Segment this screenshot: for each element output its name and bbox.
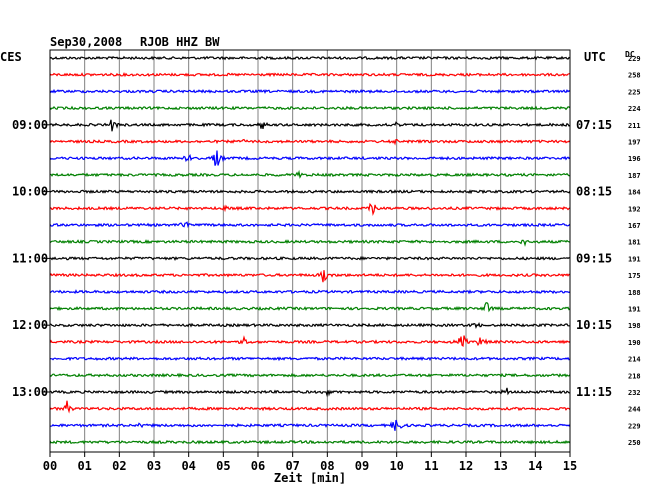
right-hour-label: 11:15 — [576, 385, 612, 399]
x-tick-label-1: 01 — [77, 459, 91, 473]
dc-value-5: 197 — [628, 139, 641, 147]
trace-19 — [49, 372, 571, 379]
dc-header-label: DC — [625, 50, 635, 59]
trace-20 — [49, 387, 571, 398]
x-tick-label-5: 05 — [216, 459, 230, 473]
x-tick-label-14: 14 — [528, 459, 542, 473]
left-hour-label: 12:00 — [12, 318, 48, 332]
dc-value-15: 191 — [628, 306, 641, 314]
x-tick-label-8: 08 — [320, 459, 334, 473]
dc-value-11: 181 — [628, 239, 641, 247]
dc-value-2: 225 — [628, 88, 641, 96]
left-hour-label: 09:00 — [12, 118, 48, 132]
dc-value-12: 191 — [628, 255, 641, 263]
x-tick-label-11: 11 — [424, 459, 438, 473]
left-hour-label: 13:00 — [12, 385, 48, 399]
dc-value-7: 187 — [628, 172, 641, 180]
right-hour-label: 10:15 — [576, 318, 612, 332]
trace-0 — [49, 55, 571, 61]
dc-value-0: 229 — [628, 55, 641, 63]
trace-22 — [49, 419, 571, 431]
dc-value-6: 196 — [628, 155, 641, 163]
trace-14 — [49, 289, 571, 295]
x-tick-label-7: 07 — [285, 459, 299, 473]
dc-value-14: 188 — [628, 289, 641, 297]
left-timezone-label: CES — [0, 50, 22, 64]
dc-value-23: 250 — [628, 439, 641, 447]
dc-value-10: 167 — [628, 222, 641, 230]
trace-5 — [49, 138, 571, 146]
chart-station: RJOB HHZ BW — [140, 35, 220, 49]
trace-7 — [49, 169, 571, 179]
dc-value-9: 192 — [628, 205, 641, 213]
left-hour-label: 10:00 — [12, 185, 48, 199]
right-timezone-label: UTC — [584, 50, 606, 64]
dc-value-19: 218 — [628, 372, 641, 380]
trace-10 — [49, 221, 571, 229]
trace-13 — [49, 270, 571, 283]
trace-2 — [49, 88, 571, 94]
x-tick-label-12: 12 — [459, 459, 473, 473]
trace-12 — [49, 255, 571, 261]
dc-value-16: 198 — [628, 322, 641, 330]
grid-layer — [84, 50, 536, 452]
dc-value-17: 190 — [628, 339, 641, 347]
x-tick-label-2: 02 — [112, 459, 126, 473]
dc-value-3: 224 — [628, 105, 641, 113]
x-tick-label-3: 03 — [147, 459, 161, 473]
dc-value-13: 175 — [628, 272, 641, 280]
trace-11 — [49, 239, 571, 247]
x-tick-label-0: 00 — [43, 459, 57, 473]
trace-9 — [49, 202, 571, 217]
x-tick-label-15: 15 — [563, 459, 577, 473]
right-hour-label: 09:15 — [576, 251, 612, 265]
trace-1 — [49, 72, 571, 78]
trace-16 — [49, 322, 571, 329]
x-tick-label-4: 04 — [181, 459, 195, 473]
trace-8 — [49, 188, 571, 195]
trace-layer — [49, 55, 571, 445]
x-tick-label-6: 06 — [251, 459, 265, 473]
right-hour-label: 07:15 — [576, 118, 612, 132]
dc-value-4: 211 — [628, 122, 641, 130]
left-hour-label: 11:00 — [12, 251, 48, 265]
x-tick-label-10: 10 — [389, 459, 403, 473]
trace-6 — [49, 150, 571, 166]
right-hour-label: 08:15 — [576, 185, 612, 199]
trace-15 — [49, 302, 571, 313]
x-tick-label-13: 13 — [493, 459, 507, 473]
trace-21 — [49, 400, 571, 414]
plot-frame — [49, 49, 571, 453]
trace-4 — [49, 119, 571, 132]
dc-value-1: 258 — [628, 72, 641, 80]
x-axis-title: Zeit [min] — [274, 471, 346, 485]
dc-value-20: 232 — [628, 389, 641, 397]
chart-date: Sep30,2008 — [50, 35, 122, 49]
x-tick-layer: 00 01 02 03 04 05 06 07 08 09 10 11 12 13 14 15 — [43, 452, 577, 473]
x-tick-label-9: 09 — [355, 459, 369, 473]
trace-23 — [49, 439, 571, 445]
side-label-layer: 229 258 225 224 211 197 196 187 184 192 167 181 191 1… — [12, 55, 641, 447]
dc-value-8: 184 — [628, 189, 641, 197]
dc-value-18: 214 — [628, 356, 641, 364]
trace-18 — [49, 356, 571, 362]
dc-value-21: 244 — [628, 406, 641, 414]
dc-value-22: 229 — [628, 422, 641, 430]
trace-3 — [49, 105, 571, 111]
trace-17 — [49, 335, 571, 347]
